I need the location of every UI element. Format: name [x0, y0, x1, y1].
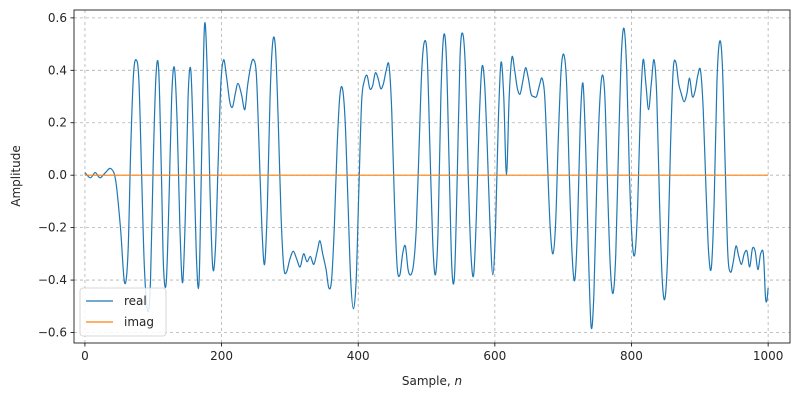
legend-label-real: real	[124, 294, 147, 308]
y-axis-ticks: −0.6 −0.4 −0.2 0.0 0.2 0.4 0.6	[38, 11, 74, 340]
legend-label-imag: imag	[124, 315, 154, 329]
legend: real imag	[79, 287, 167, 337]
legend-box	[79, 287, 167, 337]
x-tick-label: 600	[483, 349, 506, 363]
x-tick-label: 1000	[753, 349, 784, 363]
y-tick-label: −0.2	[38, 221, 67, 235]
axes-frame	[73, 9, 791, 344]
x-tick-label: 400	[347, 349, 370, 363]
y-tick-label: −0.6	[38, 326, 67, 340]
x-axis-label-variable: n	[455, 374, 463, 388]
y-tick-label: 0.4	[48, 63, 67, 77]
x-axis-ticks: 0 200 400 600 800 1000	[81, 343, 783, 363]
y-tick-label: 0.2	[48, 116, 67, 130]
y-tick-label: 0.6	[48, 11, 67, 25]
series-line-real	[84, 22, 769, 330]
x-tick-label: 200	[210, 349, 233, 363]
y-tick-label: −0.4	[38, 273, 67, 287]
plot-series	[84, 22, 769, 330]
x-tick-label: 0	[81, 349, 89, 363]
x-tick-label: 800	[620, 349, 643, 363]
x-axis-label: Sample, n	[402, 374, 462, 388]
y-tick-label: 0.0	[48, 168, 67, 182]
y-axis-label: Amplitude	[9, 145, 23, 207]
